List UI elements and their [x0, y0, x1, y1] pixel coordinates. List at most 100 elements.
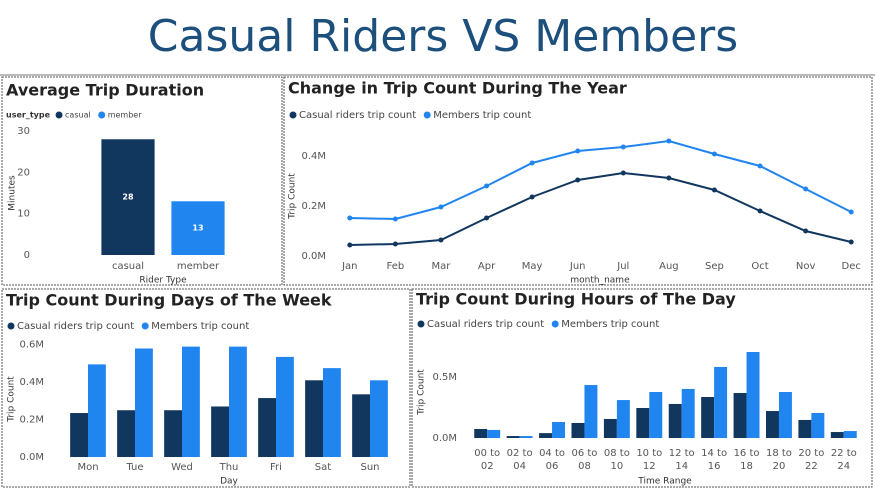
- x-tick-label: 16 to 18: [734, 448, 760, 472]
- x-tick-label: Tue: [125, 462, 143, 473]
- x-tick-label: 06 to 08: [571, 448, 597, 472]
- y-axis-title: Trip Count: [417, 369, 427, 416]
- legend-label: Members trip count: [433, 110, 531, 121]
- point: [803, 228, 809, 234]
- x-tick-label: 08 to 10: [604, 448, 630, 472]
- point: [438, 204, 444, 210]
- bar: [636, 407, 650, 438]
- bar: [323, 368, 341, 457]
- x-axis-title: Time Range: [637, 477, 692, 487]
- x-axis-title: Rider Type: [139, 276, 187, 286]
- point: [529, 160, 535, 166]
- y-tick-label: 0.5M: [432, 372, 457, 383]
- bar: [474, 428, 488, 438]
- point: [347, 215, 353, 221]
- y-tick-label: 10: [17, 209, 30, 220]
- line: [349, 139, 852, 221]
- x-tick-label: casual: [112, 261, 144, 272]
- page-title: Casual Riders VS Members: [148, 11, 738, 62]
- legend-swatch: [7, 322, 15, 330]
- x-tick-label: May: [522, 261, 543, 272]
- y-tick-label: 0.4M: [301, 151, 326, 162]
- point: [484, 215, 490, 221]
- legend-swatch: [289, 111, 297, 119]
- x-tick-label: Oct: [751, 261, 768, 272]
- x-tick-label: 20 to 22: [798, 448, 824, 472]
- x-tick-label: Fri: [270, 462, 282, 473]
- bar: [603, 418, 617, 438]
- legend-label: casual: [65, 111, 91, 120]
- bar: [135, 348, 153, 457]
- bar: [519, 436, 533, 438]
- point: [711, 151, 717, 157]
- x-tick-label: 14 to 16: [701, 448, 727, 472]
- y-tick-label: 0.6M: [19, 340, 44, 351]
- bar: [811, 412, 825, 438]
- legend-swatch: [423, 111, 431, 119]
- bar: [843, 431, 857, 438]
- panel: [1, 288, 411, 488]
- x-tick-label: 02 to 04: [507, 448, 533, 472]
- x-axis-title: month_name: [570, 276, 630, 286]
- bar: [798, 419, 812, 438]
- bar: [506, 436, 520, 438]
- legend-label: member: [108, 111, 143, 120]
- bar: [539, 433, 553, 438]
- bar: [229, 346, 247, 457]
- point: [575, 148, 581, 154]
- x-tick-label: Aug: [659, 261, 679, 272]
- point: [529, 194, 535, 200]
- bar: [668, 403, 682, 438]
- y-axis-title: Trip Count: [7, 376, 17, 423]
- bar: [101, 139, 155, 255]
- panel: [283, 76, 873, 286]
- bar: [616, 400, 630, 438]
- bar: [352, 394, 370, 457]
- y-tick-label: 0: [24, 250, 30, 261]
- point: [848, 209, 854, 215]
- point: [711, 187, 717, 193]
- y-tick-label: 30: [17, 126, 30, 137]
- x-tick-label: Jun: [569, 261, 586, 272]
- bar: [746, 351, 760, 438]
- bar: [182, 346, 200, 457]
- legend-swatch: [551, 320, 559, 328]
- point: [392, 216, 398, 222]
- bar: [487, 429, 501, 438]
- bar: [171, 201, 225, 255]
- data-label: 13: [192, 224, 203, 233]
- legend-label: Casual riders trip count: [299, 110, 416, 121]
- legend-title: user_type: [6, 111, 51, 120]
- x-tick-label: 22 to 24: [831, 448, 857, 472]
- x-tick-label: Dec: [842, 261, 861, 272]
- legend-label: Members trip count: [561, 319, 659, 330]
- x-tick-label: 18 to 20: [766, 448, 792, 472]
- x-axis-title: Day: [220, 477, 238, 487]
- x-tick-label: Thu: [219, 462, 239, 473]
- panel-title: Trip Count During Days of The Week: [6, 291, 332, 310]
- legend-swatch: [55, 111, 63, 119]
- y-tick-label: 0.2M: [19, 415, 44, 426]
- x-tick-label: Mon: [77, 462, 98, 473]
- x-tick-label: Apr: [478, 261, 496, 272]
- bar: [370, 380, 388, 457]
- y-tick-label: 20: [17, 167, 30, 178]
- bar: [258, 398, 276, 457]
- bar: [830, 432, 844, 438]
- x-tick-label: 10 to 12: [636, 448, 662, 472]
- point: [848, 239, 854, 245]
- bar: [765, 411, 779, 438]
- y-axis-title: Minutes: [8, 175, 18, 211]
- bar: [714, 366, 728, 438]
- bar: [70, 413, 88, 457]
- point: [620, 170, 626, 176]
- x-tick-label: 12 to 14: [669, 448, 695, 472]
- point: [757, 163, 763, 169]
- point: [484, 183, 490, 189]
- bar: [649, 392, 663, 438]
- bar: [211, 406, 229, 457]
- bar: [681, 388, 695, 438]
- point: [666, 138, 672, 144]
- panel: [411, 288, 873, 488]
- y-tick-label: 0.0M: [432, 433, 457, 444]
